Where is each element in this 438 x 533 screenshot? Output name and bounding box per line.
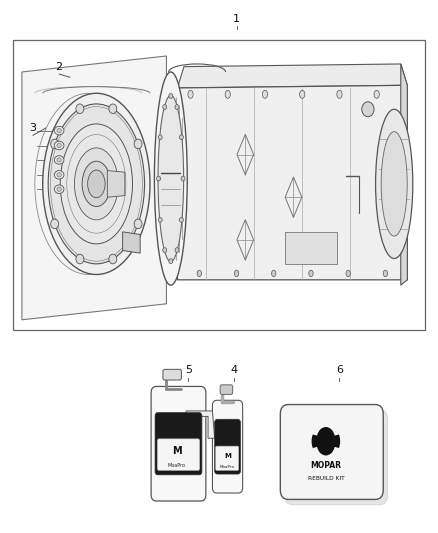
Ellipse shape (57, 143, 61, 148)
Polygon shape (177, 85, 407, 280)
Ellipse shape (272, 270, 276, 277)
Ellipse shape (381, 132, 407, 236)
FancyBboxPatch shape (215, 446, 239, 471)
Ellipse shape (158, 135, 162, 140)
Text: 2: 2 (56, 62, 63, 71)
Ellipse shape (42, 93, 150, 274)
Ellipse shape (88, 170, 105, 198)
Ellipse shape (156, 176, 160, 181)
FancyBboxPatch shape (151, 386, 206, 501)
Ellipse shape (60, 124, 132, 244)
Text: 5: 5 (185, 366, 192, 375)
Ellipse shape (169, 259, 173, 264)
Text: MoaPro: MoaPro (220, 465, 235, 469)
FancyBboxPatch shape (157, 439, 200, 471)
Ellipse shape (54, 156, 64, 164)
Text: 3: 3 (29, 123, 36, 133)
FancyBboxPatch shape (220, 385, 233, 394)
Ellipse shape (54, 126, 64, 135)
Ellipse shape (57, 173, 61, 177)
Ellipse shape (262, 90, 268, 99)
Ellipse shape (57, 158, 61, 162)
Polygon shape (186, 411, 215, 438)
Ellipse shape (54, 185, 64, 193)
Polygon shape (123, 232, 140, 253)
Polygon shape (401, 64, 407, 285)
Ellipse shape (76, 104, 84, 114)
Ellipse shape (169, 93, 173, 98)
Ellipse shape (76, 254, 84, 264)
Text: MoaPro: MoaPro (167, 463, 185, 468)
Ellipse shape (54, 141, 64, 150)
Ellipse shape (309, 270, 313, 277)
Ellipse shape (158, 95, 184, 262)
Ellipse shape (234, 270, 239, 277)
FancyBboxPatch shape (280, 405, 383, 499)
Ellipse shape (134, 219, 142, 229)
Ellipse shape (162, 248, 166, 253)
Ellipse shape (82, 161, 110, 206)
FancyBboxPatch shape (285, 232, 337, 264)
Ellipse shape (180, 217, 184, 222)
Ellipse shape (134, 139, 142, 149)
Text: MOPAR: MOPAR (311, 461, 341, 470)
Ellipse shape (225, 90, 230, 99)
Ellipse shape (51, 219, 59, 229)
Ellipse shape (383, 270, 388, 277)
Text: M: M (172, 446, 181, 456)
Ellipse shape (188, 90, 193, 99)
Ellipse shape (109, 254, 117, 264)
Ellipse shape (375, 109, 413, 259)
Polygon shape (22, 56, 166, 320)
Ellipse shape (300, 90, 305, 99)
Text: M: M (224, 453, 231, 458)
Ellipse shape (54, 171, 64, 179)
Ellipse shape (51, 139, 59, 149)
Ellipse shape (337, 90, 342, 99)
FancyBboxPatch shape (215, 419, 240, 474)
Ellipse shape (197, 270, 201, 277)
Ellipse shape (312, 425, 339, 458)
Ellipse shape (158, 217, 162, 222)
Ellipse shape (181, 176, 185, 181)
Ellipse shape (162, 104, 166, 109)
Ellipse shape (374, 90, 379, 99)
Ellipse shape (175, 104, 179, 109)
FancyBboxPatch shape (163, 369, 181, 380)
Text: 4: 4 (231, 366, 238, 375)
Ellipse shape (109, 104, 117, 114)
FancyBboxPatch shape (155, 413, 202, 475)
Polygon shape (177, 64, 407, 88)
Ellipse shape (346, 270, 350, 277)
Polygon shape (107, 171, 125, 197)
FancyBboxPatch shape (13, 40, 425, 330)
Ellipse shape (175, 248, 179, 253)
Ellipse shape (154, 72, 187, 285)
Text: 1: 1 (233, 14, 240, 23)
Ellipse shape (180, 135, 184, 140)
Text: REBUILD KIT: REBUILD KIT (307, 477, 344, 481)
Ellipse shape (48, 104, 145, 264)
FancyBboxPatch shape (212, 400, 243, 493)
Ellipse shape (57, 128, 61, 133)
Text: 6: 6 (336, 366, 343, 375)
FancyBboxPatch shape (285, 410, 388, 505)
Ellipse shape (362, 102, 374, 117)
Ellipse shape (74, 148, 118, 220)
Ellipse shape (57, 187, 61, 191)
